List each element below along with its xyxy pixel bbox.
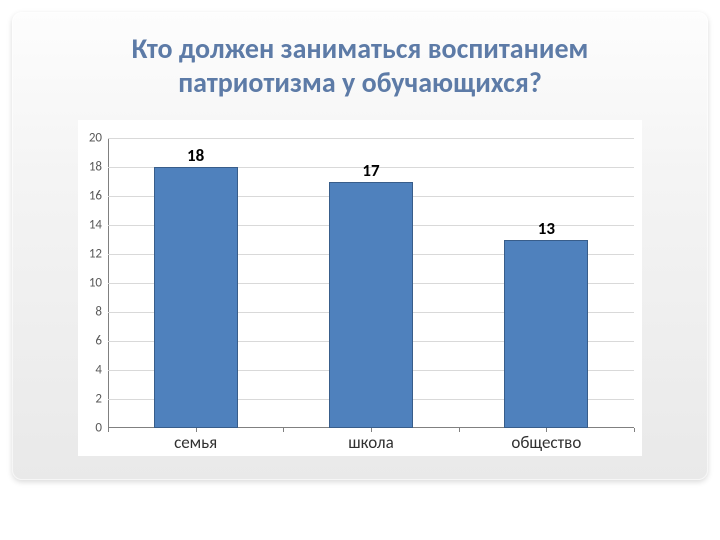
content-panel: Кто должен заниматься воспитанием патрио… bbox=[12, 12, 708, 480]
category-label: школа bbox=[348, 432, 394, 453]
y-tick-label: 6 bbox=[95, 334, 102, 349]
y-tick-label: 20 bbox=[89, 131, 102, 146]
x-tick bbox=[634, 428, 635, 432]
x-tick bbox=[108, 428, 109, 432]
y-tick-label: 0 bbox=[95, 421, 102, 436]
gridline bbox=[108, 138, 634, 139]
y-tick-label: 14 bbox=[89, 218, 102, 233]
y-tick-label: 8 bbox=[95, 305, 102, 320]
y-tick-label: 12 bbox=[89, 247, 102, 262]
y-tick-label: 16 bbox=[89, 189, 102, 204]
x-tick bbox=[459, 428, 460, 432]
x-tick bbox=[283, 428, 284, 432]
y-tick-label: 10 bbox=[89, 276, 102, 291]
bar: 17 bbox=[329, 182, 413, 429]
slide-title: Кто должен заниматься воспитанием патрио… bbox=[12, 32, 708, 99]
y-tick-label: 4 bbox=[95, 363, 102, 378]
bar-value-label: 17 bbox=[362, 160, 379, 181]
chart-container: 0 2 4 6 8 10 12 14 16 18 20 18 семья 17 школа 13 обществ… bbox=[78, 120, 642, 456]
bar-value-label: 18 bbox=[187, 145, 204, 166]
bar-chart: 0246810121416182018семья17школа13обществ… bbox=[108, 138, 634, 428]
bar-value-label: 13 bbox=[538, 218, 555, 239]
slide: Кто должен заниматься воспитанием патрио… bbox=[0, 0, 720, 540]
y-tick-label: 2 bbox=[95, 392, 102, 407]
category-label: семья bbox=[174, 432, 217, 453]
y-tick-label: 18 bbox=[89, 160, 102, 175]
bar: 18 bbox=[154, 167, 238, 428]
category-label: общество bbox=[511, 432, 581, 453]
bar: 13 bbox=[504, 240, 588, 429]
